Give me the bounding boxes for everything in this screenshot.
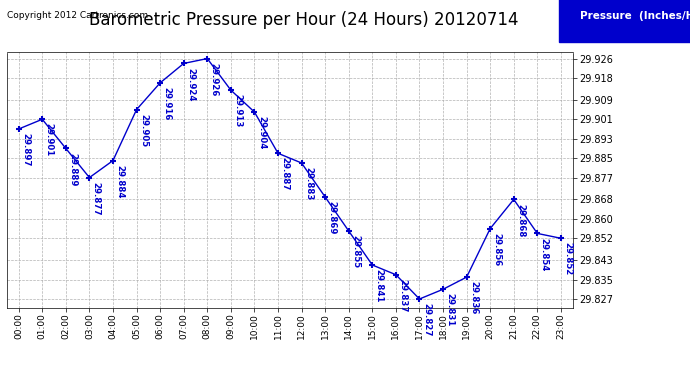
Text: 29.916: 29.916 bbox=[163, 87, 172, 120]
Text: 29.897: 29.897 bbox=[21, 133, 30, 166]
Text: 29.868: 29.868 bbox=[516, 204, 525, 237]
Text: Copyright 2012 Cartronics.com: Copyright 2012 Cartronics.com bbox=[7, 11, 148, 20]
Text: 29.836: 29.836 bbox=[469, 281, 478, 315]
Text: 29.924: 29.924 bbox=[186, 68, 195, 101]
Text: 29.887: 29.887 bbox=[280, 158, 290, 191]
Text: 29.905: 29.905 bbox=[139, 114, 148, 147]
Text: 29.837: 29.837 bbox=[398, 279, 407, 312]
Text: 29.884: 29.884 bbox=[115, 165, 124, 198]
Text: 29.901: 29.901 bbox=[45, 123, 54, 157]
Text: 29.913: 29.913 bbox=[233, 94, 242, 128]
Text: 29.883: 29.883 bbox=[304, 167, 313, 201]
Text: 29.877: 29.877 bbox=[92, 182, 101, 215]
Text: 29.855: 29.855 bbox=[351, 235, 360, 268]
Text: 29.831: 29.831 bbox=[446, 294, 455, 327]
Text: 29.926: 29.926 bbox=[210, 63, 219, 96]
Text: Barometric Pressure per Hour (24 Hours) 20120714: Barometric Pressure per Hour (24 Hours) … bbox=[89, 11, 518, 29]
Text: 29.852: 29.852 bbox=[563, 243, 573, 276]
Text: 29.869: 29.869 bbox=[328, 201, 337, 234]
Text: 29.854: 29.854 bbox=[540, 238, 549, 271]
Text: 29.856: 29.856 bbox=[493, 233, 502, 266]
Text: 29.889: 29.889 bbox=[68, 153, 77, 186]
Text: 29.904: 29.904 bbox=[257, 116, 266, 150]
Text: 29.827: 29.827 bbox=[422, 303, 431, 337]
Text: Pressure  (Inches/Hg): Pressure (Inches/Hg) bbox=[580, 11, 690, 21]
Text: 29.841: 29.841 bbox=[375, 269, 384, 303]
